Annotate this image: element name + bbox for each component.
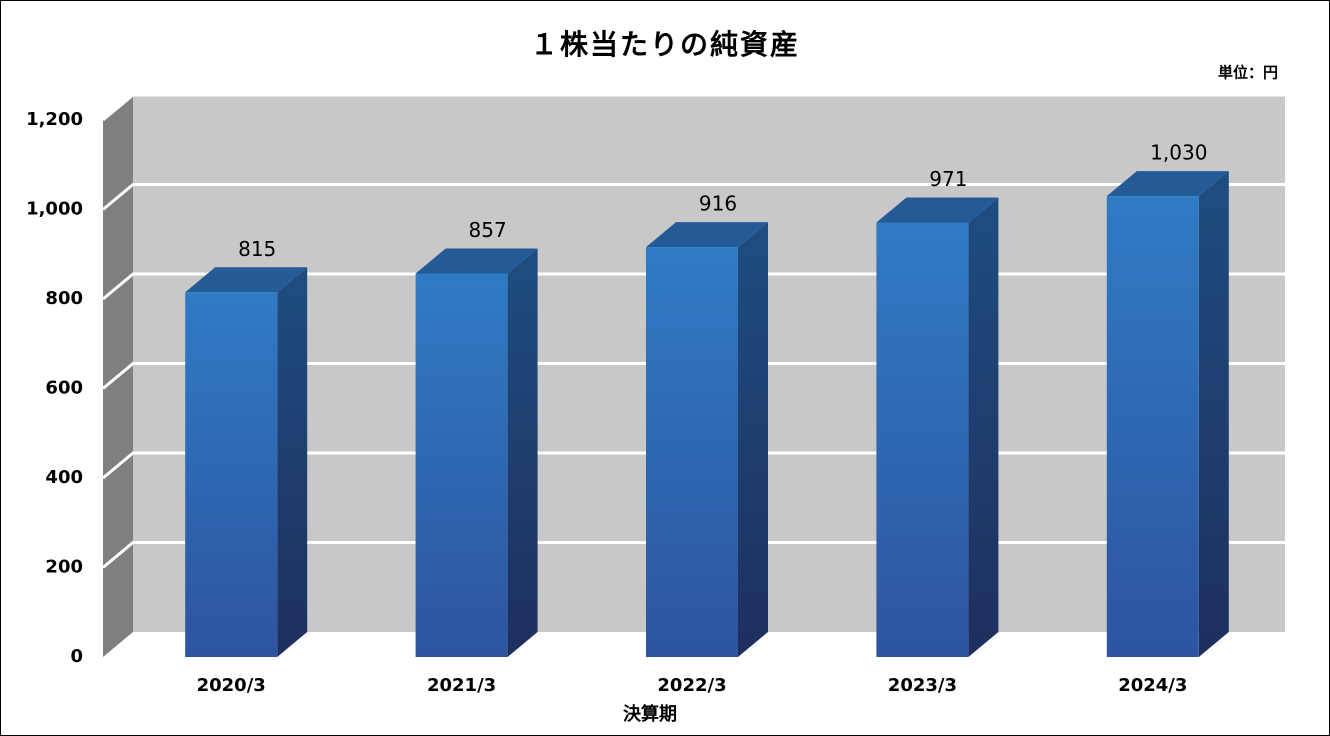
bar-top bbox=[646, 222, 768, 248]
value-label: 971 bbox=[929, 167, 967, 191]
x-tick-label: 2022/3 bbox=[657, 675, 726, 696]
bar-side bbox=[968, 197, 999, 658]
bar-side bbox=[1198, 171, 1229, 657]
value-label: 916 bbox=[699, 192, 737, 216]
unit-label: 単位：円 bbox=[1218, 64, 1278, 82]
value-label: 857 bbox=[469, 218, 507, 242]
bar-front bbox=[1106, 196, 1199, 657]
bar-top bbox=[415, 248, 538, 274]
bar-front bbox=[185, 292, 278, 657]
y-tick-label: 1,000 bbox=[26, 199, 83, 220]
x-axis-title: 決算期 bbox=[623, 703, 677, 725]
bar-front bbox=[646, 247, 738, 657]
bar-side bbox=[507, 248, 538, 657]
value-label: 1,030 bbox=[1150, 141, 1207, 165]
bar-top bbox=[185, 267, 308, 293]
chart-title: １株当たりの純資産 bbox=[530, 28, 800, 61]
y-tick-label: 1,200 bbox=[26, 109, 83, 130]
bar-front bbox=[876, 222, 969, 658]
bar-side bbox=[277, 267, 308, 657]
bar bbox=[1106, 171, 1229, 657]
y-tick-label: 800 bbox=[45, 288, 83, 309]
bar-top bbox=[1106, 171, 1229, 197]
y-tick-label: 200 bbox=[45, 557, 83, 578]
x-tick-label: 2024/3 bbox=[1118, 675, 1187, 696]
bar bbox=[646, 222, 768, 657]
bar-side bbox=[738, 222, 768, 657]
y-tick-label: 400 bbox=[45, 467, 83, 488]
bar bbox=[876, 197, 999, 658]
bar bbox=[185, 267, 308, 657]
value-label: 815 bbox=[238, 237, 276, 261]
y-tick-label: 0 bbox=[70, 646, 83, 667]
bar-top bbox=[876, 197, 999, 223]
bar bbox=[415, 248, 538, 657]
x-tick-label: 2021/3 bbox=[427, 675, 496, 696]
x-tick-label: 2023/3 bbox=[888, 675, 957, 696]
y-tick-label: 600 bbox=[45, 378, 83, 399]
grid-line bbox=[102, 183, 1285, 211]
grid-line bbox=[102, 93, 1285, 122]
x-tick-label: 2020/3 bbox=[197, 675, 266, 696]
bar-front bbox=[415, 273, 508, 657]
